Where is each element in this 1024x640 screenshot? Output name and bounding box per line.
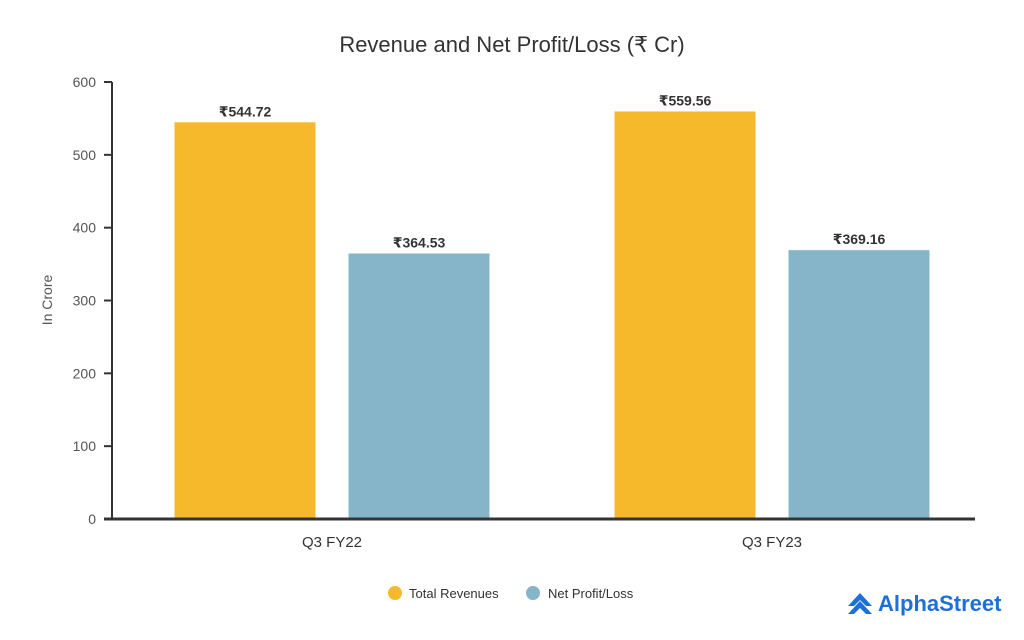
- y-tick-label: 0: [88, 511, 96, 527]
- bar-data-label: ₹364.53: [393, 235, 446, 251]
- bar-net-profit-loss: [788, 250, 930, 519]
- y-tick-label: 400: [73, 220, 97, 236]
- chart-title: Revenue and Net Profit/Loss (₹ Cr): [339, 32, 684, 57]
- bar-data-label: ₹544.72: [219, 103, 272, 119]
- y-tick-label: 300: [73, 293, 97, 309]
- x-tick-label: Q3 FY22: [302, 534, 362, 551]
- bar-data-label: ₹369.16: [833, 231, 886, 247]
- y-tick-label: 200: [73, 365, 97, 381]
- legend-swatch: [388, 586, 402, 600]
- legend-label: Total Revenues: [409, 586, 499, 601]
- x-tick-label: Q3 FY23: [742, 534, 802, 551]
- bars: ₹544.72 ₹364.53 ₹559.56 ₹369.16: [174, 92, 930, 519]
- bar-data-label: ₹559.56: [659, 92, 712, 108]
- y-tick-label: 600: [73, 74, 97, 90]
- y-tick-label: 500: [73, 147, 97, 163]
- bar-net-profit-loss: [348, 253, 490, 519]
- bar-total-revenues: [174, 122, 316, 519]
- y-tick-label: 100: [73, 438, 97, 454]
- alphastreet-logo-text: AlphaStreet: [878, 591, 1002, 616]
- x-axis: Q3 FY22 Q3 FY23: [104, 517, 975, 551]
- y-axis: 0 100 200 300 400 500 600: [73, 74, 113, 527]
- legend-swatch: [526, 586, 540, 600]
- y-axis-label: In Crore: [39, 275, 55, 326]
- bar-total-revenues: [614, 111, 756, 519]
- legend: Total Revenues Net Profit/Loss: [388, 586, 634, 601]
- legend-label: Net Profit/Loss: [548, 586, 634, 601]
- alphastreet-logo: AlphaStreet: [848, 591, 1002, 616]
- alphastreet-logo-icon: [848, 593, 872, 614]
